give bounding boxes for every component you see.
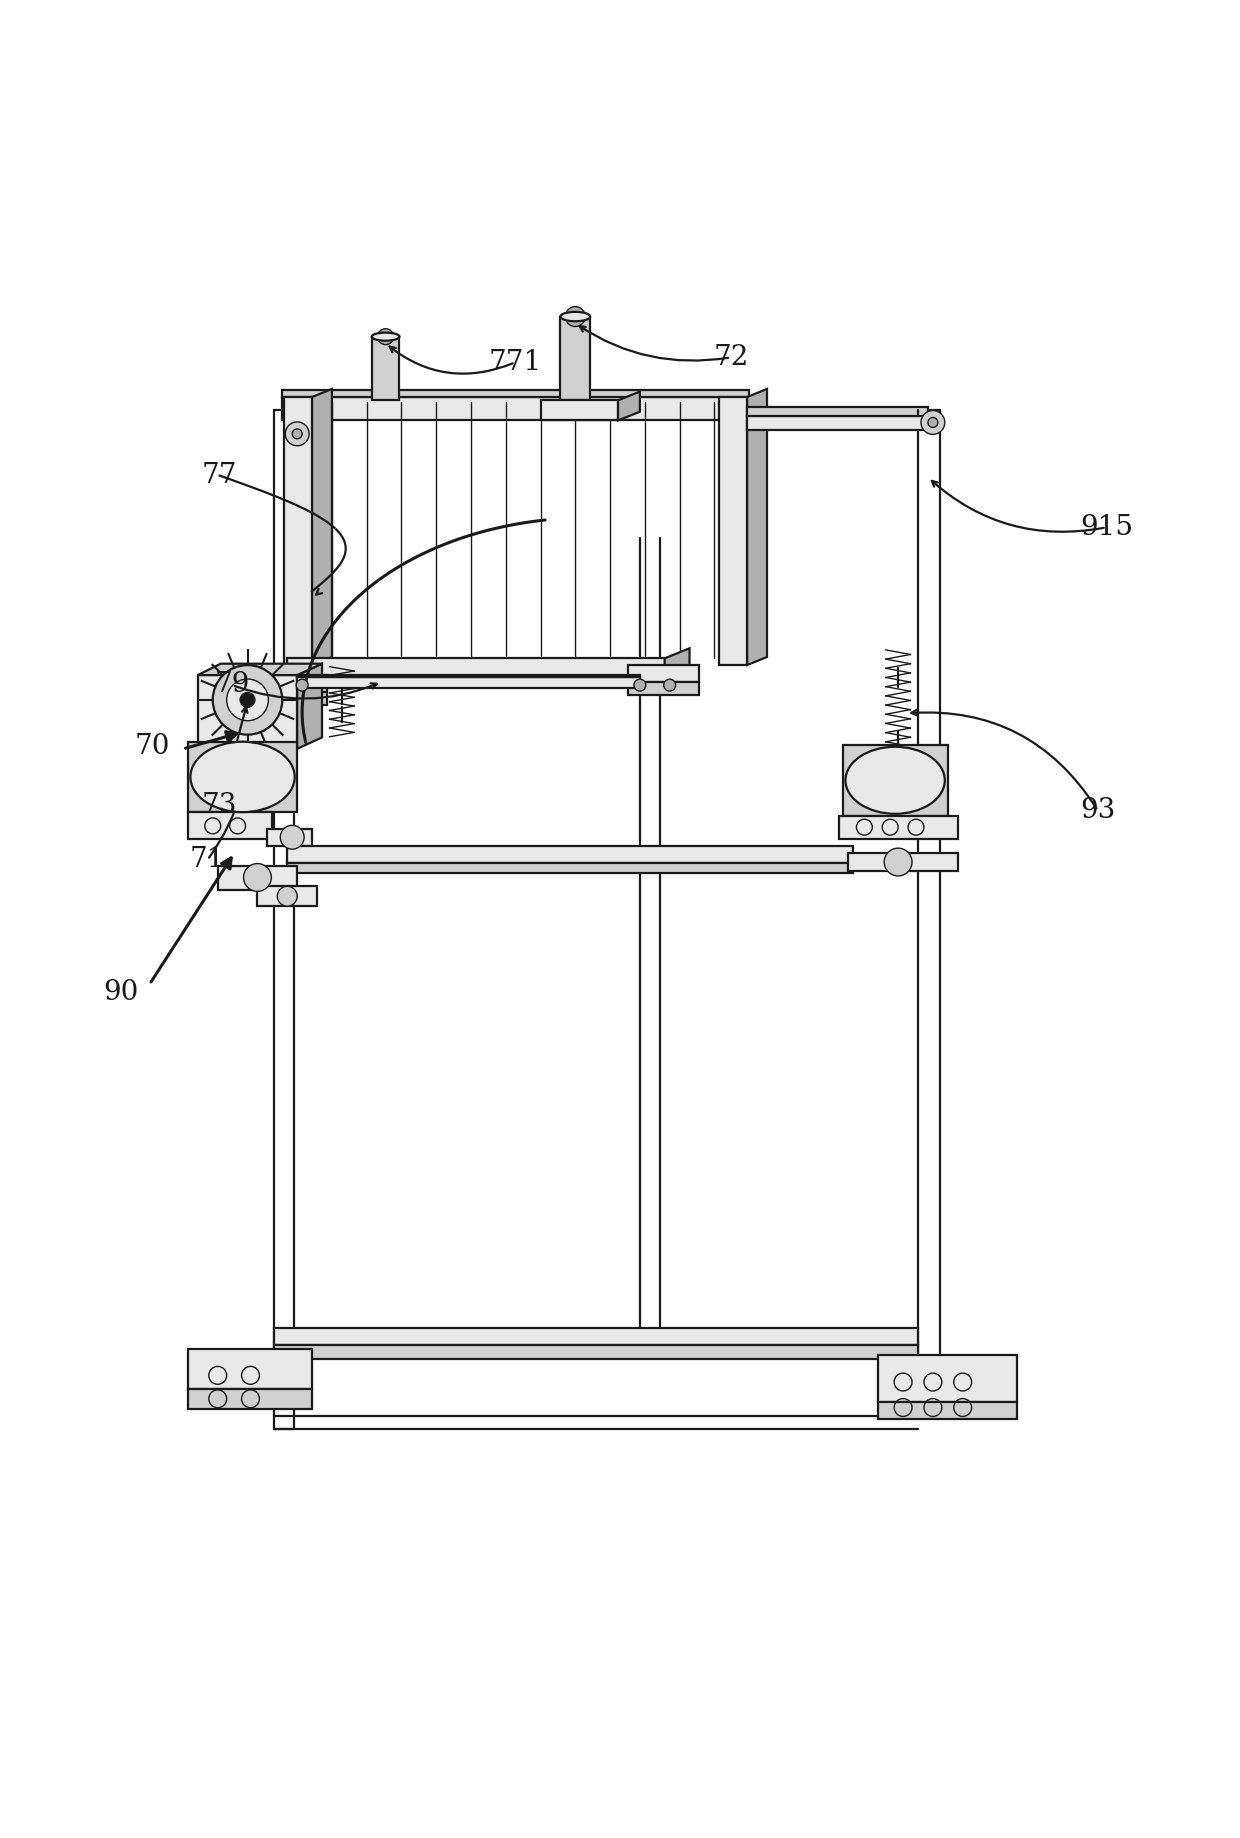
Text: 77: 77 [202,461,237,489]
Polygon shape [312,390,332,665]
Polygon shape [878,1355,1017,1402]
Text: 915: 915 [1080,515,1133,540]
Polygon shape [627,665,699,682]
Polygon shape [283,390,749,397]
Text: 90: 90 [103,980,139,1007]
Text: 93: 93 [1080,798,1116,823]
Circle shape [928,417,937,428]
Polygon shape [372,336,399,401]
Polygon shape [218,866,298,890]
Circle shape [378,329,393,344]
Polygon shape [260,691,327,706]
Polygon shape [541,401,618,421]
Circle shape [634,680,646,691]
Circle shape [565,307,585,327]
Circle shape [224,759,260,794]
Polygon shape [298,664,322,748]
Polygon shape [878,1402,1017,1419]
Polygon shape [288,845,853,862]
Circle shape [280,825,304,849]
Circle shape [296,680,308,691]
Text: 71: 71 [190,845,226,873]
Circle shape [278,886,298,906]
Polygon shape [198,664,322,675]
Polygon shape [618,391,640,421]
Polygon shape [268,829,312,845]
Polygon shape [748,390,768,665]
Circle shape [213,665,283,735]
Text: 72: 72 [713,344,749,371]
Polygon shape [843,746,947,816]
Polygon shape [274,1329,918,1345]
Circle shape [227,678,268,720]
Ellipse shape [846,746,945,814]
Circle shape [285,423,309,447]
Text: 73: 73 [202,792,237,820]
Circle shape [243,864,272,891]
Circle shape [241,693,255,708]
Text: MP36H
12V DC
NO.140081: MP36H 12V DC NO.140081 [878,774,913,790]
Polygon shape [198,675,298,748]
Circle shape [267,680,278,691]
Polygon shape [748,415,928,430]
Circle shape [293,428,303,439]
Ellipse shape [191,743,295,812]
Polygon shape [838,816,957,840]
Polygon shape [188,1390,312,1410]
Circle shape [208,743,278,812]
Circle shape [879,765,911,796]
Polygon shape [274,1345,918,1358]
Polygon shape [260,675,327,691]
Text: MP36H
12V DC
NO.140081: MP36H 12V DC NO.140081 [226,770,260,787]
Polygon shape [288,658,665,678]
Polygon shape [188,1349,312,1390]
Ellipse shape [372,333,399,340]
Text: 70: 70 [134,733,170,761]
Ellipse shape [560,312,590,322]
Polygon shape [848,853,957,871]
Polygon shape [627,682,699,695]
Polygon shape [258,886,317,906]
Circle shape [862,748,928,812]
Polygon shape [665,649,689,678]
Polygon shape [560,316,590,401]
Circle shape [884,847,913,877]
Polygon shape [719,397,748,665]
Polygon shape [748,406,928,415]
Text: 79: 79 [215,671,249,698]
Polygon shape [298,675,640,676]
Polygon shape [284,397,312,665]
Polygon shape [288,862,853,873]
Polygon shape [298,676,640,689]
Text: 771: 771 [489,349,542,375]
Polygon shape [283,397,749,421]
Circle shape [663,680,676,691]
Polygon shape [188,743,298,812]
Circle shape [921,410,945,434]
Polygon shape [188,812,273,840]
